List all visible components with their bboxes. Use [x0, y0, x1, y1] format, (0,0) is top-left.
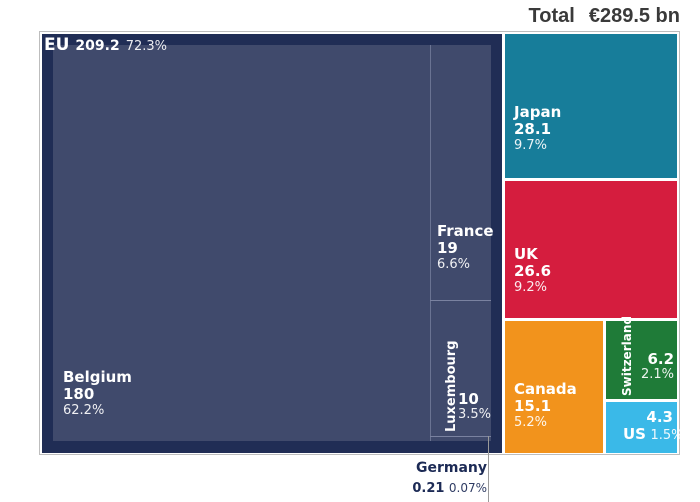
canada-percent: 5.2%	[514, 414, 548, 430]
france-percent: 6.6%	[437, 256, 471, 272]
belgium-name: Belgium	[63, 368, 132, 386]
treemap-frame	[39, 31, 680, 455]
canada-value: 15.1	[514, 397, 552, 416]
tile-japan	[505, 34, 677, 178]
label-us: 4.3 US 1.5%	[623, 408, 683, 445]
label-switzerland: 6.2 2.1%	[641, 350, 675, 383]
belgium-value: 180	[63, 385, 95, 404]
eu-name: EU	[44, 35, 70, 55]
luxembourg-name: Luxembourg	[444, 340, 459, 433]
canada-name: Canada	[514, 380, 577, 398]
tile-us	[606, 402, 677, 453]
belgium-percent: 62.2%	[63, 402, 105, 418]
japan-percent: 9.7%	[514, 137, 548, 153]
germany-value: 0.21	[412, 480, 445, 496]
label-belgium: Belgium 180 62.2%	[63, 368, 132, 418]
eu-value: 209.2	[75, 38, 120, 54]
switzerland-percent: 2.1%	[641, 367, 675, 383]
label-japan: Japan 28.1 9.7%	[514, 103, 562, 153]
uk-value: 26.6	[514, 262, 552, 281]
uk-percent: 9.2%	[514, 279, 548, 295]
japan-name: Japan	[514, 103, 562, 121]
label-france: France 19 6.6%	[437, 222, 494, 272]
us-name: US	[623, 425, 646, 444]
tile-uk	[505, 181, 677, 318]
total-value: €289.5 bn	[588, 5, 680, 27]
germany-name: Germany	[415, 460, 487, 476]
chart-total: Total €289.5 bn	[529, 5, 680, 28]
tile-switzerland	[606, 321, 677, 399]
us-percent: 1.5%	[650, 428, 684, 444]
tile-canada	[505, 321, 603, 453]
france-value: 19	[437, 239, 458, 258]
eu-percent: 72.3%	[125, 39, 168, 54]
uk-name: UK	[514, 245, 538, 263]
switzerland-name: Switzerland	[620, 316, 634, 396]
us-value: 4.3	[646, 408, 673, 426]
tile-belgium	[53, 45, 430, 441]
label-luxembourg: 10 3.5%	[458, 390, 492, 423]
luxembourg-percent: 3.5%	[458, 407, 492, 423]
switzerland-value: 6.2	[647, 350, 675, 368]
label-eu: EU 209.2 72.3%	[44, 35, 167, 55]
total-label: Total	[528, 5, 575, 27]
germany-leader-line	[488, 436, 489, 502]
luxembourg-value: 10	[458, 390, 479, 408]
label-canada: Canada 15.1 5.2%	[514, 380, 577, 430]
label-uk: UK 26.6 9.2%	[514, 245, 552, 295]
divider-luxembourg-germany	[430, 436, 491, 437]
japan-value: 28.1	[514, 120, 552, 139]
germany-percent: 0.07%	[448, 480, 487, 495]
tile-eu-inner-right	[430, 45, 491, 441]
divider-france-luxembourg	[430, 300, 491, 301]
label-germany: Germany 0.21 0.07%	[411, 460, 487, 498]
france-name: France	[437, 222, 494, 240]
